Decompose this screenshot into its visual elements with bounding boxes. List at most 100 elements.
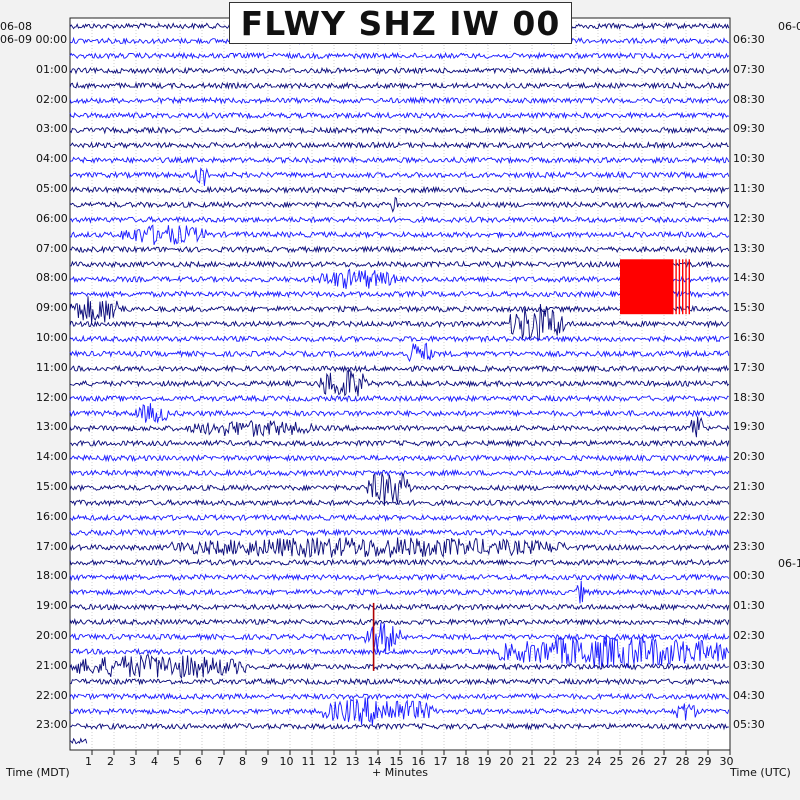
left-hour-label: 14:00 (36, 450, 68, 464)
x-tick-label: 12 (324, 755, 338, 768)
right-hour-label: 22:30 (733, 509, 765, 523)
right-hour-label: 05:30 (733, 718, 765, 732)
trace-line (69, 677, 730, 686)
right-hour-label: 20:30 (733, 450, 765, 464)
x-tick-label: 2 (107, 755, 114, 768)
right-hour-label: 06:30 (733, 32, 765, 46)
right-hour-label: 13:30 (733, 241, 765, 255)
trace-line (69, 453, 729, 463)
right-axis-label: Time (UTC) (730, 766, 791, 779)
x-tick-label: 28 (676, 755, 690, 768)
x-tick-label: 24 (588, 755, 602, 768)
left-hour-label: 13:00 (36, 420, 68, 434)
trace-line (69, 167, 730, 186)
x-tick-label: 14 (368, 755, 382, 768)
right-hour-label: 04:30 (733, 688, 765, 702)
clip-group (372, 259, 690, 671)
trace-line (69, 692, 729, 701)
trace-line (70, 364, 730, 374)
trace-line (69, 722, 729, 731)
left-hour-label: 23:00 (36, 718, 68, 732)
trace-line (69, 635, 730, 670)
trace-line (69, 653, 729, 680)
title-box: FLWY SHZ IW 00 (229, 2, 572, 44)
trace-line (69, 111, 729, 120)
left-hour-label: 04:00 (36, 152, 68, 166)
x-tick-label: 26 (632, 755, 646, 768)
trace-line (69, 215, 729, 224)
trace-line (69, 185, 730, 195)
trace-line (69, 617, 730, 627)
right-date-change: 06-1 (778, 557, 800, 570)
x-axis-label: + Minutes (372, 766, 429, 779)
trace-line (69, 394, 729, 403)
x-tick-label: 13 (346, 755, 360, 768)
trace-line (69, 155, 730, 165)
left-hour-label: 03:00 (36, 122, 68, 136)
trace-line (69, 580, 730, 604)
right-hour-label: 03:30 (733, 658, 765, 672)
left-hour-label: 05:00 (36, 181, 68, 195)
left-hour-label: 07:00 (36, 241, 68, 255)
left-hour-label: 18:00 (36, 569, 68, 583)
trace-line (69, 245, 730, 254)
right-hour-label: 02:30 (733, 628, 765, 642)
x-tick-label: 18 (456, 755, 470, 768)
right-hour-label: 17:30 (733, 360, 765, 374)
left-hour-label: 19:00 (36, 599, 68, 613)
left-hour-label: 11:00 (36, 360, 68, 374)
x-axis-ticks: 1 2 3 4 5 6 7 8 9 10 11 12 13 14 15 16 17 18 19 20 21 22 23 24 2… (85, 750, 734, 768)
trace-line (69, 126, 730, 135)
x-tick-label: 7 (217, 755, 224, 768)
trace-line (69, 622, 730, 653)
trace-line (69, 51, 730, 61)
left-hour-label: 02:00 (36, 92, 68, 106)
x-tick-label: 20 (500, 755, 514, 768)
right-hour-label: 08:30 (733, 92, 765, 106)
x-tick-label: 15 (390, 755, 404, 768)
trace-line (69, 537, 730, 559)
right-hour-label: 21:30 (733, 479, 765, 493)
right-date-top: 06-0 (778, 20, 800, 33)
left-hour-label: 01:00 (36, 62, 68, 76)
right-hour-label: 00:30 (733, 569, 765, 583)
x-tick-label: 22 (544, 755, 558, 768)
trace-line (69, 268, 729, 290)
left-date-top: 06-08 (0, 20, 32, 33)
left-date-start: 06-09 00:00 (0, 32, 68, 46)
right-hour-label: 07:30 (733, 62, 765, 76)
trace-line (69, 472, 730, 506)
trace-line (69, 96, 730, 105)
x-tick-label: 9 (261, 755, 268, 768)
x-tick-label: 6 (195, 755, 202, 768)
trace-line (69, 468, 730, 478)
trace-line (69, 697, 730, 725)
trace-line (69, 573, 730, 582)
x-tick-label: 11 (302, 755, 316, 768)
x-tick-label: 16 (412, 755, 426, 768)
left-hour-label: 06:00 (36, 211, 68, 225)
left-hour-label: 10:00 (36, 330, 68, 344)
trace-line (69, 296, 729, 324)
chart-title: FLWY SHZ IW 00 (240, 3, 561, 43)
trace-line (69, 140, 729, 150)
x-tick-label: 27 (654, 755, 668, 768)
right-hour-label: 12:30 (733, 211, 765, 225)
trace-line (69, 224, 730, 246)
x-tick-label: 23 (566, 755, 580, 768)
x-tick-label: 10 (280, 755, 294, 768)
clipped-signal (620, 259, 673, 315)
trace-line (69, 403, 729, 423)
right-hour-label: 09:30 (733, 122, 765, 136)
right-hour-label: 14:30 (733, 271, 765, 285)
left-hour-label: 08:00 (36, 271, 68, 285)
trace-line (69, 260, 730, 269)
x-tick-label: 1 (85, 755, 92, 768)
trace-line (69, 66, 730, 75)
right-hour-label: 01:30 (733, 599, 765, 613)
x-tick-label: 5 (173, 755, 180, 768)
x-tick-label: 3 (129, 755, 136, 768)
trace-line (69, 290, 730, 299)
right-hour-label: 18:30 (733, 390, 765, 404)
x-tick-label: 8 (239, 755, 246, 768)
